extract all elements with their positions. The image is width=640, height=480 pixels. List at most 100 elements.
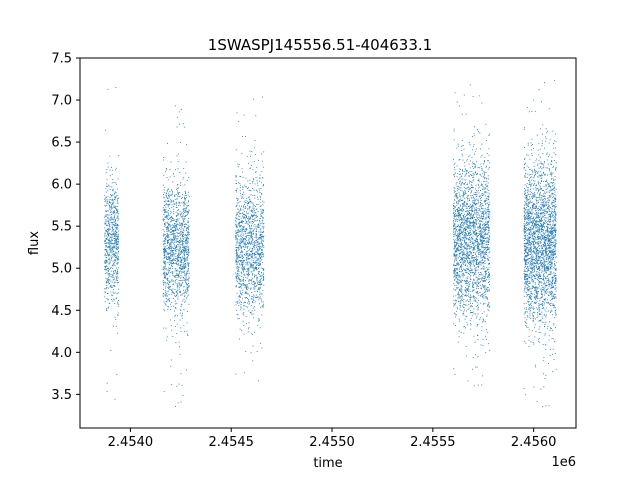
data-point <box>116 209 117 210</box>
data-point <box>478 266 480 267</box>
data-point <box>475 232 477 233</box>
data-point <box>236 197 238 199</box>
data-point <box>248 301 250 302</box>
data-point <box>456 194 458 196</box>
data-point <box>176 227 178 229</box>
data-point <box>476 148 477 150</box>
data-point <box>258 280 260 282</box>
data-point <box>239 263 240 265</box>
data-point <box>115 195 117 197</box>
data-point <box>257 253 259 255</box>
data-point <box>115 169 117 171</box>
data-point <box>167 286 169 288</box>
data-point <box>477 173 478 174</box>
data-point <box>254 282 256 284</box>
data-point <box>186 286 188 288</box>
data-point <box>461 224 463 226</box>
data-point <box>167 206 169 208</box>
data-point <box>184 251 186 253</box>
data-point <box>107 231 109 233</box>
data-point <box>114 193 116 195</box>
data-point <box>183 289 184 291</box>
data-point <box>475 194 477 196</box>
data-point <box>242 196 243 198</box>
data-point <box>109 278 111 280</box>
data-point <box>486 273 487 275</box>
data-point <box>470 261 471 263</box>
data-point <box>255 230 257 232</box>
data-point <box>453 255 455 257</box>
data-point <box>176 256 178 258</box>
data-point <box>108 272 110 274</box>
data-point <box>479 167 481 169</box>
data-point <box>117 233 119 235</box>
data-point <box>242 241 243 243</box>
data-point <box>163 254 165 256</box>
data-point <box>235 272 237 274</box>
data-point <box>179 309 181 311</box>
data-point <box>477 238 478 240</box>
data-point <box>243 216 245 218</box>
data-point <box>484 262 486 264</box>
data-point <box>465 315 467 317</box>
data-point <box>476 292 478 294</box>
data-point <box>242 267 244 269</box>
data-point <box>244 260 246 262</box>
data-point <box>183 230 185 232</box>
data-point <box>457 224 459 226</box>
data-point <box>485 203 487 205</box>
data-point <box>112 228 113 229</box>
data-point <box>104 254 106 256</box>
data-point <box>171 265 172 267</box>
data-point <box>257 258 259 260</box>
data-point <box>249 279 251 281</box>
data-point <box>162 273 164 275</box>
data-point <box>456 185 458 187</box>
data-point <box>453 323 455 325</box>
data-point <box>254 253 256 255</box>
data-point <box>186 330 188 332</box>
data-point <box>479 224 481 226</box>
data-point <box>235 286 237 288</box>
data-point <box>182 257 184 259</box>
data-point <box>117 292 119 294</box>
data-point <box>474 221 476 223</box>
data-point <box>171 256 173 258</box>
data-point <box>165 250 167 252</box>
data-point <box>184 190 186 192</box>
data-point <box>117 224 119 226</box>
data-point <box>162 184 164 186</box>
data-point <box>169 275 171 277</box>
data-point <box>106 278 108 280</box>
data-point <box>473 262 475 264</box>
data-point <box>486 238 488 240</box>
data-point <box>456 192 458 194</box>
data-point <box>257 241 259 243</box>
data-point <box>163 271 165 273</box>
data-point <box>457 210 459 212</box>
data-point <box>239 225 241 227</box>
data-point <box>470 297 472 299</box>
data-point <box>249 232 251 234</box>
data-point <box>104 201 106 202</box>
data-point <box>177 153 179 155</box>
data-point <box>254 242 256 244</box>
data-point <box>460 227 462 229</box>
data-point <box>254 267 256 269</box>
data-point <box>470 217 471 219</box>
data-point <box>177 259 179 261</box>
data-point <box>469 295 471 297</box>
data-point <box>461 212 463 214</box>
data-point <box>186 212 188 214</box>
data-point <box>176 333 178 334</box>
data-point <box>171 238 173 240</box>
data-point <box>481 242 483 244</box>
data-point <box>476 208 478 210</box>
data-point <box>459 212 461 214</box>
data-point <box>111 173 113 175</box>
data-point <box>248 267 250 269</box>
data-point <box>109 261 111 263</box>
data-point <box>183 250 185 252</box>
data-point <box>177 402 179 404</box>
